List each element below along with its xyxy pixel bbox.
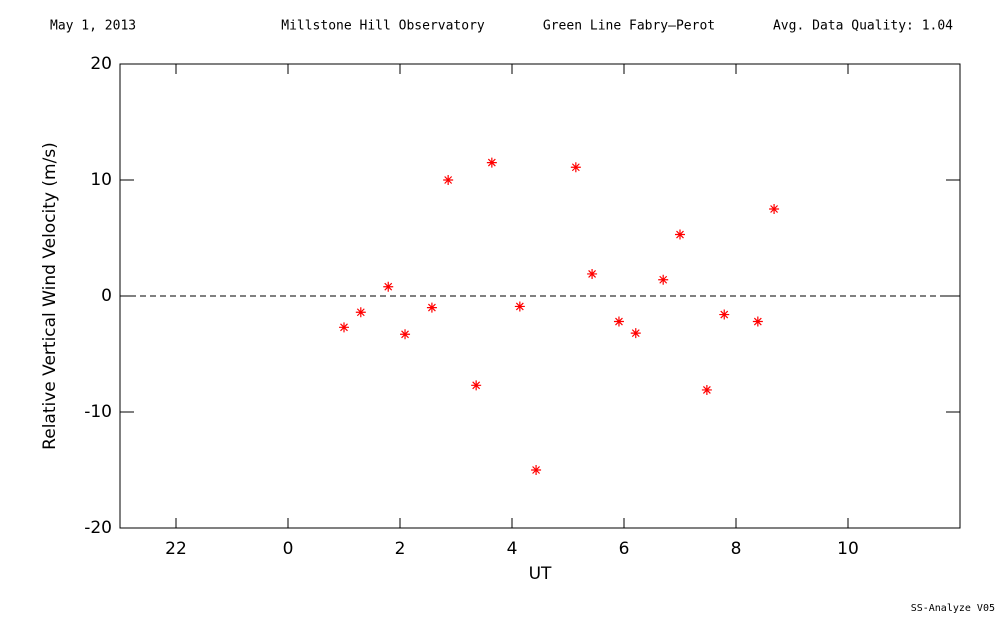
- y-tick-label: -20: [84, 518, 112, 538]
- data-point: [769, 204, 780, 214]
- data-point: [531, 465, 542, 475]
- date: May 1, 2013: [50, 19, 136, 34]
- observatory: Millstone Hill Observatory: [281, 19, 485, 34]
- x-tick-label: 6: [619, 539, 630, 559]
- data-point: [630, 328, 641, 339]
- data-point: [514, 301, 525, 312]
- data-point: [383, 281, 394, 292]
- data-point: [339, 322, 349, 333]
- data-point: [570, 162, 581, 173]
- y-tick-label: 10: [90, 170, 112, 190]
- data-quality: Avg. Data Quality: 1.04: [773, 19, 953, 34]
- y-tick-label: 0: [101, 286, 112, 306]
- data-point: [701, 384, 712, 395]
- data-point: [426, 302, 437, 313]
- x-tick-label: 2: [395, 539, 406, 559]
- x-tick-label: 4: [507, 539, 518, 559]
- data-point: [587, 268, 598, 279]
- y-axis-label: Relative Vertical Wind Velocity (m/s): [40, 142, 60, 450]
- x-axis-label: UT: [529, 564, 552, 584]
- data-point: [719, 309, 730, 320]
- data-point: [658, 274, 669, 285]
- y-tick-label: 20: [90, 54, 112, 74]
- data-point: [486, 157, 497, 168]
- y-tick-label: -10: [84, 402, 112, 422]
- data-point: [613, 316, 624, 327]
- data-point: [752, 316, 763, 327]
- x-tick-label: 22: [165, 539, 187, 559]
- data-point: [675, 229, 685, 240]
- footer: SS-Analyze V05: [911, 603, 995, 614]
- data-point: [355, 307, 366, 318]
- x-tick-label: 8: [731, 539, 742, 559]
- data-point: [400, 329, 411, 340]
- x-tick-label: 0: [283, 539, 294, 559]
- data-point: [443, 175, 454, 185]
- instrument: Green Line Fabry–Perot: [543, 19, 715, 34]
- x-tick-label: 10: [837, 539, 859, 559]
- data-point: [471, 380, 482, 391]
